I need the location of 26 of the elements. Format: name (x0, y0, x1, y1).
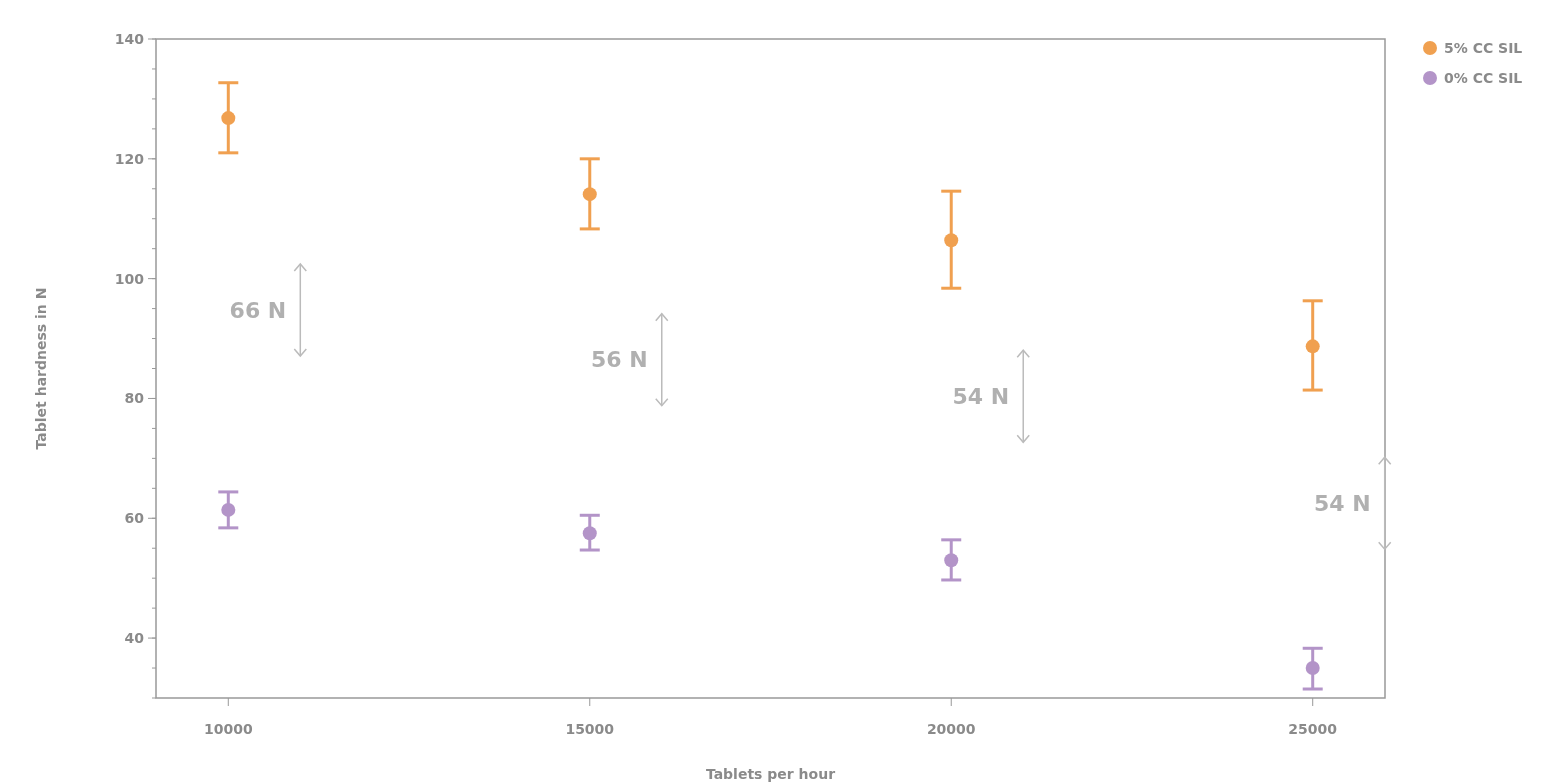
y-tick-label: 80 (124, 390, 145, 407)
y-tick-label: 100 (114, 270, 145, 287)
y-tick-label: 120 (114, 150, 145, 167)
y-tick-label: 140 (114, 30, 145, 47)
point (1305, 339, 1320, 354)
point (221, 502, 236, 517)
x-tick-label: 15000 (565, 721, 615, 737)
point (582, 187, 597, 202)
x-tick-label: 10000 (203, 721, 253, 737)
point (582, 526, 597, 541)
point (944, 553, 959, 568)
y-tick-label: 60 (124, 510, 145, 527)
annotation: 66 N (229, 297, 287, 323)
legend-label: 5% CC SIL (1444, 39, 1523, 56)
annotation: 54 N (952, 383, 1010, 409)
annotation: 54 N (1314, 490, 1371, 516)
x-tick-label: 20000 (926, 721, 976, 737)
legend-label: 0% CC SIL (1444, 69, 1523, 86)
y-tick-label: 40 (124, 629, 145, 646)
y-axis-title: Tablet hardness in N (33, 287, 49, 450)
point (221, 111, 236, 126)
annotation: 56 N (591, 347, 648, 373)
x-axis-title: Tablets per hour (705, 766, 836, 782)
point (944, 233, 959, 248)
point (1305, 661, 1320, 676)
x-tick-label: 25000 (1288, 721, 1338, 737)
